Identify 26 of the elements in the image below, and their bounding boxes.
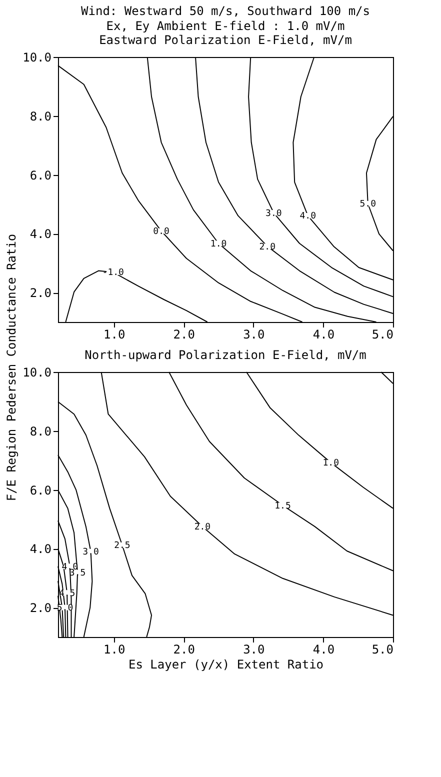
x-tick-label: 1.0 xyxy=(103,328,126,342)
x-tick-label: 5.0 xyxy=(372,642,394,656)
y-tick-label: 10.0 xyxy=(22,50,52,64)
y-tick-label: 4.0 xyxy=(30,227,52,242)
x-tick-label: 3.0 xyxy=(243,642,265,656)
x-tick-label: 4.0 xyxy=(312,642,335,656)
y-tick-label: 2.0 xyxy=(30,601,52,616)
y-tick-label: 6.0 xyxy=(30,483,52,498)
y-tick-label: 6.0 xyxy=(30,168,52,182)
x-tick-label: 4.0 xyxy=(312,328,335,342)
y-tick-label: 4.0 xyxy=(30,542,52,556)
x-tick-label: 2.0 xyxy=(173,642,195,656)
chart-subtitle: Ex, Ey Ambient E-field : 1.0 mV/m xyxy=(106,19,345,33)
x-tick-label: 1.0 xyxy=(103,642,126,656)
y-tick-label: 8.0 xyxy=(30,109,52,124)
text: Eastward Polarization E-Field, mV/m xyxy=(99,33,352,47)
chart-title: North-upward Polarization E-Field, mV/m xyxy=(84,348,366,362)
x-tick-label: 2.0 xyxy=(173,328,195,342)
chart-title: Wind: Westward 50 m/s, Southward 100 m/s xyxy=(81,4,370,18)
y-tick-label: 8.0 xyxy=(30,424,52,438)
x-axis-title: Es Layer (y/x) Extent Ratio xyxy=(128,658,324,672)
y-axis-title: F/E Region Pedersen Conductance Ratio xyxy=(4,234,19,502)
x-tick-label: 5.0 xyxy=(372,328,394,342)
y-tick-label: 2.0 xyxy=(30,286,52,300)
y-tick-label: 10.0 xyxy=(22,366,52,380)
x-tick-label: 3.0 xyxy=(243,328,265,342)
